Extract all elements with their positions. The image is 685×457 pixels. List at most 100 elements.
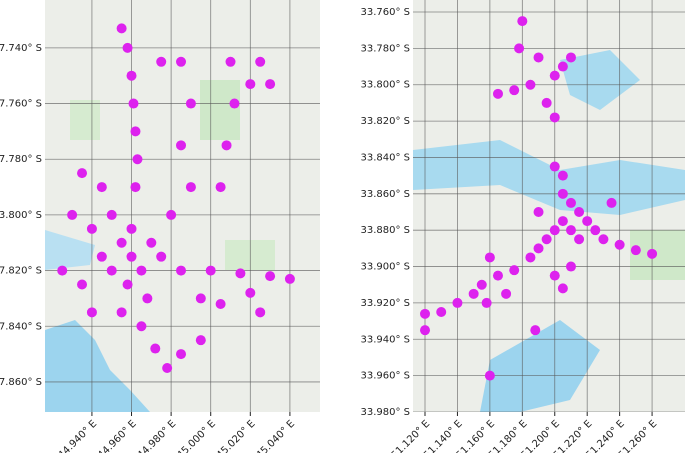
track-point — [265, 79, 276, 90]
plot-area — [413, 0, 685, 412]
y-tick-label: 33.900° S — [360, 262, 410, 273]
track-point — [126, 223, 137, 234]
track-point — [245, 287, 256, 298]
track-point — [195, 293, 206, 304]
track-point — [176, 56, 187, 67]
track-point — [86, 223, 97, 234]
track-point — [136, 265, 147, 276]
y-tick-label: 37.780° S — [0, 154, 42, 165]
x-tick-label: 151.120° E — [385, 418, 432, 453]
track-point — [452, 297, 463, 308]
x-tick-label: 144.980° E — [131, 418, 178, 453]
y-tick-label: 33.760° S — [360, 7, 410, 18]
y-tick-label: 33.920° S — [360, 298, 410, 309]
y-tick-label: 37.860° S — [0, 377, 42, 388]
track-point — [509, 85, 520, 96]
track-point — [509, 265, 520, 276]
track-point — [436, 307, 447, 317]
track-point — [86, 307, 97, 318]
x-tick-label: 144.960° E — [91, 418, 138, 453]
track-point — [606, 197, 617, 208]
track-point — [156, 56, 167, 67]
track-point — [533, 243, 544, 254]
x-tick-label: 145.000° E — [171, 418, 218, 453]
track-point — [557, 188, 568, 199]
track-point — [484, 252, 495, 263]
map-background — [45, 0, 320, 412]
track-point — [176, 140, 187, 151]
track-point — [525, 252, 536, 263]
y-tick-label: 33.980° S — [360, 407, 410, 418]
track-point — [525, 79, 536, 90]
track-point — [116, 237, 127, 248]
track-point — [185, 98, 196, 109]
track-point — [420, 325, 431, 336]
y-tick-label: 33.880° S — [360, 225, 410, 236]
track-point — [116, 23, 127, 34]
track-point — [647, 248, 658, 259]
track-point — [420, 308, 431, 319]
track-point — [481, 297, 492, 308]
track-point — [255, 307, 266, 318]
y-tick-label: 37.740° S — [0, 43, 42, 54]
track-point — [476, 279, 487, 290]
track-point — [176, 349, 187, 360]
track-point — [77, 168, 88, 179]
y-tick-label: 37.760° S — [0, 99, 42, 110]
y-tick-label: 37.840° S — [0, 321, 42, 332]
track-point — [549, 70, 560, 81]
track-point — [185, 182, 196, 193]
track-point — [549, 161, 560, 172]
track-point — [557, 283, 568, 294]
track-point — [225, 56, 236, 67]
track-point — [549, 270, 560, 281]
plot-area — [45, 0, 320, 412]
track-point — [229, 98, 240, 109]
y-tick-label: 33.780° S — [360, 43, 410, 54]
track-point — [533, 207, 544, 217]
track-point — [142, 293, 153, 304]
track-point — [574, 207, 585, 217]
track-point — [122, 42, 133, 53]
track-point — [166, 209, 177, 220]
track-point — [245, 79, 256, 90]
track-point — [598, 234, 609, 245]
track-point — [126, 251, 137, 262]
track-point — [215, 182, 226, 193]
track-point — [492, 270, 503, 281]
track-point — [630, 245, 641, 256]
track-point — [205, 265, 216, 276]
track-point — [517, 16, 528, 27]
track-point — [176, 265, 187, 276]
track-point — [574, 234, 585, 245]
track-point — [541, 97, 552, 108]
track-point — [150, 343, 161, 354]
track-point — [235, 268, 246, 279]
track-point — [492, 88, 503, 99]
track-point — [122, 279, 133, 290]
track-point — [533, 52, 544, 63]
track-point — [116, 307, 127, 318]
y-tick-label: 33.960° S — [360, 371, 410, 382]
map-background — [413, 0, 685, 412]
track-point — [156, 251, 167, 262]
track-point — [162, 363, 173, 374]
track-point — [106, 265, 117, 276]
x-tick-label: 144.940° E — [52, 418, 99, 453]
track-point — [557, 61, 568, 72]
y-tick-label: 33.860° S — [360, 189, 410, 200]
track-point — [255, 56, 266, 67]
track-point — [57, 265, 68, 276]
track-point — [77, 279, 88, 290]
track-point — [565, 225, 576, 236]
y-tick-label: 3.800° S — [0, 210, 42, 221]
track-point — [221, 140, 232, 151]
y-tick-label: 33.840° S — [360, 152, 410, 163]
track-point — [468, 288, 479, 299]
track-point — [557, 170, 568, 181]
track-point — [67, 209, 78, 220]
track-point — [284, 273, 295, 284]
track-point — [501, 288, 512, 299]
track-point — [582, 216, 593, 227]
track-point — [614, 239, 625, 250]
